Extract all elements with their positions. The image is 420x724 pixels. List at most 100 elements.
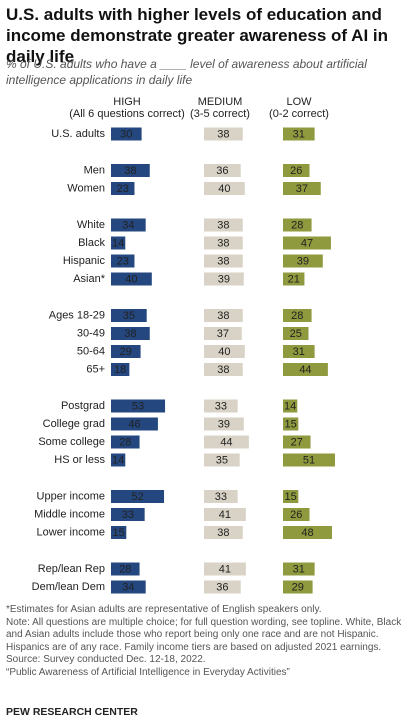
category-label: 50-64 [77,345,105,357]
value-label: 31 [293,563,305,575]
chart-subtitle: % of U.S. adults who have a ____ level o… [6,57,367,87]
note: Source: Survey conducted Dec. 12-18, 202… [6,654,206,665]
bar [111,182,135,195]
bar [283,182,321,195]
bar [204,508,246,521]
category-label: Ages 18-29 [49,309,105,321]
value-label: 35 [216,454,228,466]
value-label: 15 [285,418,297,430]
bar [283,236,331,250]
value-label: 26 [290,509,302,521]
category-label: 30-49 [77,327,105,339]
category-label: Dem/lean Dem [32,581,105,593]
bar [204,345,245,358]
bar [283,508,310,521]
bar [283,490,299,503]
category-label: 65+ [86,363,105,375]
category-label: College grad [43,418,105,430]
value-label: 33 [215,491,227,503]
category-label: Black [78,237,105,249]
bar [204,127,243,141]
bar [111,417,158,431]
value-label: 28 [119,436,131,448]
bar [111,580,146,594]
bar [111,435,140,449]
value-label: 34 [122,581,134,593]
value-label: 33 [122,509,134,521]
bar [111,453,126,467]
value-label: 31 [293,346,305,358]
value-label: 34 [122,219,134,231]
bar [111,363,130,376]
bar [204,562,246,576]
value-label: 37 [296,183,308,195]
category-label: Hispanic [63,255,106,267]
value-label: 38 [124,328,136,340]
category-label: Lower income [37,526,105,538]
value-label: 33 [215,400,227,412]
value-label: 38 [124,165,136,177]
value-label: 38 [217,527,229,539]
bar [111,218,146,232]
bar [111,272,152,286]
value-label: 38 [217,237,229,249]
bar [204,327,242,340]
value-label: 25 [290,328,302,340]
value-label: 38 [217,364,229,376]
category-label: Upper income [37,490,105,502]
value-label: 38 [217,128,229,140]
value-label: 41 [219,563,231,575]
bar [111,309,147,322]
bar [283,580,313,594]
category-label: Some college [38,436,105,448]
category-label: U.S. adults [51,128,105,140]
value-label: 14 [284,400,296,412]
notes: *Estimates for Asian adults are represen… [6,604,411,679]
value-label: 44 [299,364,311,376]
value-label: 39 [218,273,230,285]
category-label: Middle income [34,508,105,520]
bar [283,327,309,340]
legend-description: (0-2 correct) [269,108,329,120]
note: Note: All questions are multiple choice;… [6,616,402,653]
category-label: Asian* [73,273,106,285]
value-label: 27 [291,436,303,448]
value-label: 28 [291,310,303,322]
value-label: 37 [217,328,229,340]
value-label: 38 [217,255,229,267]
value-label: 29 [292,581,304,593]
value-label: 40 [218,346,230,358]
bar [204,272,244,286]
bar [283,435,311,449]
bar [283,562,315,576]
value-label: 14 [112,454,124,466]
category-label: Women [67,182,105,194]
legend-description: (All 6 questions correct) [69,108,185,120]
note: *Estimates for Asian adults are represen… [6,604,322,615]
bar [283,218,312,232]
chart: HIGH(All 6 questions correct) 30 38 23 34 14 2… [32,96,336,594]
legend-label: LOW [286,96,312,108]
value-label: 26 [290,165,302,177]
bar [283,309,312,322]
value-label: 53 [132,400,144,412]
value-label: 23 [117,183,129,195]
value-label: 48 [301,527,313,539]
bar [283,345,315,358]
bar [204,399,238,413]
bar [204,218,243,232]
value-label: 40 [125,273,137,285]
bar [283,363,328,376]
category-label: Men [84,164,105,176]
source: PEW RESEARCH CENTER [6,706,138,718]
value-label: 18 [114,364,126,376]
legend-label: MEDIUM [198,96,243,108]
bar [283,164,310,177]
value-label: 36 [216,581,228,593]
bar [204,580,241,594]
value-label: 51 [303,454,315,466]
value-label: 46 [128,418,140,430]
bar [283,417,299,431]
legend-description: (3-5 correct) [190,108,250,120]
value-label: 36 [216,165,228,177]
